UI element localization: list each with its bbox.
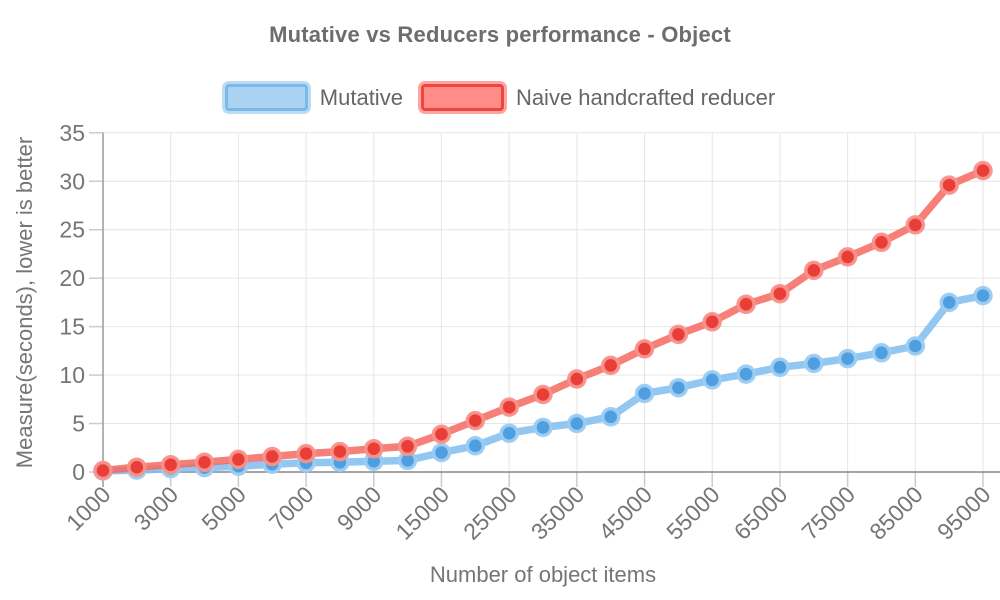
data-point-1[interactable]	[905, 215, 926, 235]
x-tick-label: 25000	[458, 481, 522, 545]
data-point-1[interactable]	[567, 369, 587, 389]
data-point-0[interactable]	[499, 423, 519, 443]
data-point-1[interactable]	[160, 454, 181, 475]
x-tick-label: 3000	[129, 481, 184, 536]
y-tick-label: 15	[59, 314, 85, 340]
y-tick-label: 20	[59, 265, 85, 291]
x-tick-label: 5000	[196, 481, 251, 536]
x-tick-label: 55000	[661, 481, 725, 545]
data-point-1[interactable]	[364, 438, 384, 459]
data-point-1[interactable]	[93, 460, 113, 481]
data-point-0[interactable]	[465, 436, 486, 456]
data-point-1[interactable]	[499, 397, 519, 417]
data-point-0[interactable]	[837, 348, 858, 369]
x-tick-label: 75000	[797, 481, 861, 545]
x-axis-title: Number of object items	[429, 562, 657, 587]
data-point-1[interactable]	[127, 457, 147, 477]
legend-swatch-reducer	[420, 84, 504, 111]
data-point-1[interactable]	[973, 160, 993, 181]
legend: Mutative Naive handcrafted reducer	[0, 84, 1000, 111]
x-tick-label: 9000	[332, 481, 387, 536]
data-point-0[interactable]	[770, 357, 790, 378]
y-tick-label: 0	[72, 459, 85, 485]
y-tick-label: 25	[59, 217, 85, 243]
data-point-1[interactable]	[837, 247, 858, 267]
data-point-1[interactable]	[804, 260, 824, 281]
data-point-1[interactable]	[296, 443, 316, 464]
data-point-0[interactable]	[567, 413, 587, 434]
data-point-0[interactable]	[702, 370, 722, 390]
data-point-0[interactable]	[871, 343, 892, 363]
data-point-0[interactable]	[634, 383, 655, 404]
y-tick-label: 30	[59, 168, 85, 194]
data-point-1[interactable]	[871, 232, 892, 253]
data-point-0[interactable]	[736, 364, 756, 384]
data-point-0[interactable]	[668, 377, 689, 398]
data-point-1[interactable]	[736, 294, 756, 315]
legend-item-mutative[interactable]: Mutative	[224, 84, 403, 111]
data-point-1[interactable]	[939, 175, 959, 195]
chart-title: Mutative vs Reducers performance - Objec…	[269, 22, 731, 47]
data-point-1[interactable]	[262, 446, 282, 467]
data-point-0[interactable]	[973, 285, 993, 306]
x-tick-label: 7000	[264, 481, 319, 536]
data-point-0[interactable]	[804, 353, 824, 374]
legend-label-reducer: Naive handcrafted reducer	[515, 84, 776, 110]
data-point-1[interactable]	[634, 339, 655, 359]
data-point-1[interactable]	[330, 441, 350, 462]
data-point-1[interactable]	[668, 324, 689, 345]
y-tick-label: 10	[59, 362, 85, 388]
legend-item-reducer[interactable]: Naive handcrafted reducer	[420, 84, 776, 111]
data-point-1[interactable]	[702, 312, 722, 332]
data-point-1[interactable]	[600, 355, 621, 376]
x-tick-label: 1000	[61, 481, 116, 536]
data-point-1[interactable]	[194, 452, 215, 473]
x-tick-label: 45000	[593, 481, 657, 545]
data-point-0[interactable]	[905, 336, 926, 356]
data-point-1[interactable]	[397, 436, 418, 457]
legend-swatch-mutative	[224, 84, 308, 111]
data-point-0[interactable]	[939, 292, 959, 313]
x-tick-label: 85000	[864, 481, 928, 545]
data-point-1[interactable]	[770, 283, 790, 304]
x-tick-label: 15000	[390, 481, 454, 545]
data-point-0[interactable]	[600, 407, 621, 427]
y-tick-label: 35	[59, 120, 85, 146]
x-tick-label: 95000	[932, 481, 996, 545]
data-point-1[interactable]	[228, 449, 249, 470]
x-tick-label: 65000	[729, 481, 793, 545]
x-tick-label: 35000	[526, 481, 590, 545]
data-point-0[interactable]	[533, 417, 553, 438]
y-tick-label: 5	[72, 411, 85, 437]
series-line-0	[99, 291, 987, 475]
legend-label-mutative: Mutative	[319, 84, 403, 110]
data-point-1[interactable]	[465, 410, 486, 431]
data-point-0[interactable]	[431, 442, 452, 463]
data-point-1[interactable]	[533, 384, 553, 405]
data-point-1[interactable]	[431, 424, 452, 444]
